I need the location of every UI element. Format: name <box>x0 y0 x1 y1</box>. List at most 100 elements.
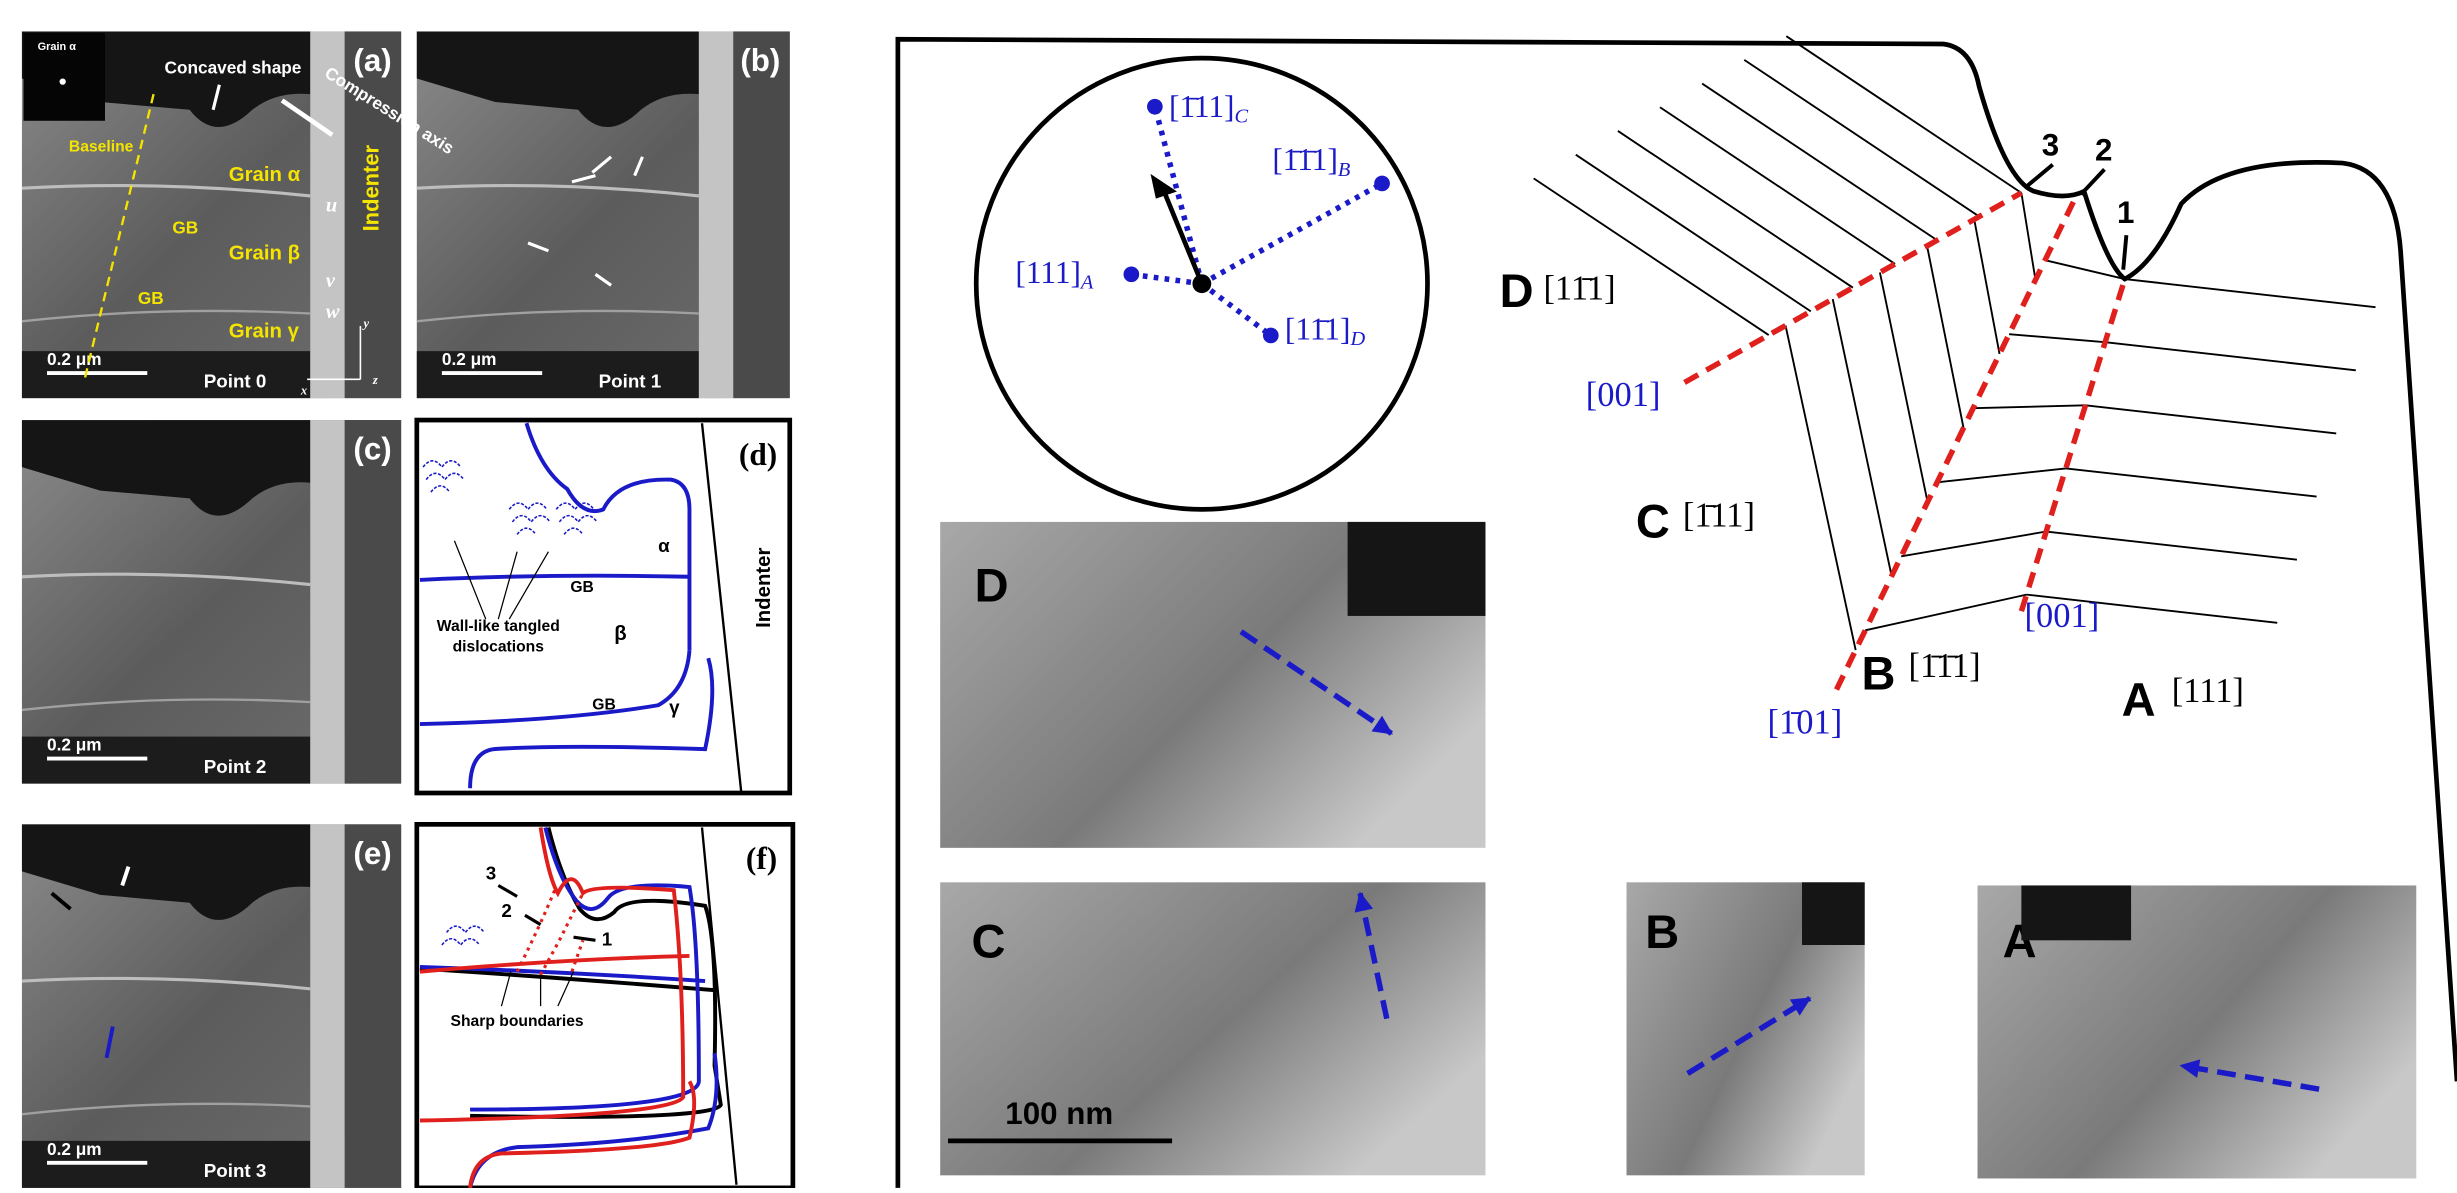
label: Point 2 <box>204 756 267 777</box>
shape <box>1152 176 1176 198</box>
label: Baseline <box>69 139 134 156</box>
label: B <box>1862 646 1896 699</box>
label: 3 <box>2042 128 2059 163</box>
label: D <box>975 559 1009 612</box>
line <box>1973 405 2085 408</box>
label: A <box>2122 673 2156 726</box>
line <box>1618 131 1853 288</box>
label: [1̄01] <box>1768 704 1843 742</box>
panel-box <box>417 420 790 793</box>
label: Indenter <box>753 548 775 628</box>
label: u <box>326 195 337 217</box>
line <box>1865 595 2026 631</box>
label: [1̄11] <box>1683 497 1755 535</box>
label: Grain γ <box>229 321 300 343</box>
vacuum <box>1802 882 1865 945</box>
label: v <box>326 270 336 292</box>
label: 3 <box>486 862 496 883</box>
label: Point 3 <box>204 1160 267 1181</box>
label: y <box>362 316 370 330</box>
subscript: A <box>1079 271 1094 293</box>
index: [11̄1] <box>1285 312 1351 347</box>
panel-box <box>417 824 793 1188</box>
line <box>1786 326 1856 651</box>
label: GB <box>172 217 198 237</box>
label: Concaved shape <box>165 58 302 78</box>
line <box>2066 468 2317 496</box>
label: 1 <box>2117 195 2134 230</box>
diffraction-spot <box>60 78 66 84</box>
line <box>1534 178 1769 335</box>
label: 1 <box>602 928 612 949</box>
pole <box>1263 328 1279 344</box>
figure: 0.2 μmPoint 0(a)0.2 μmPoint 1(b)0.2 μmPo… <box>0 0 2457 1188</box>
indenter-edge <box>699 31 733 398</box>
line <box>2021 193 2035 280</box>
index-label: [1̄1̄1]B <box>1272 142 1350 180</box>
label: Indenter <box>359 144 384 231</box>
index-label: [11̄1]D <box>1285 312 1366 350</box>
label: [1̄1̄1] <box>1909 647 1981 685</box>
index-label: [1̄11]C <box>1169 89 1249 127</box>
label: GB <box>138 288 164 308</box>
label: 2 <box>501 900 511 921</box>
pole <box>1147 99 1163 115</box>
boundary <box>2021 279 2124 611</box>
index: [1̄11] <box>1169 89 1235 124</box>
label: GB <box>570 579 593 596</box>
index-label: [111]A <box>1015 255 1094 293</box>
label: Grain β <box>229 242 300 264</box>
line <box>1744 60 1979 217</box>
label: w <box>326 301 340 323</box>
label: C <box>1636 494 1670 547</box>
index: [1̄1̄1] <box>1272 142 1338 177</box>
label: (e) <box>353 836 391 871</box>
label: 100 nm <box>1005 1096 1113 1131</box>
line <box>2009 334 2105 342</box>
label: 0.2 μm <box>47 1139 102 1159</box>
line <box>1833 299 1892 576</box>
vacuum <box>1348 522 1486 616</box>
label: Wall-like tangled <box>437 618 560 635</box>
label: D <box>1500 264 1534 317</box>
label: C <box>972 914 1006 967</box>
pole <box>1124 267 1140 283</box>
pole <box>1374 176 1390 192</box>
label: (a) <box>353 43 391 78</box>
line <box>2086 405 2337 433</box>
subscript: C <box>1235 105 1249 127</box>
shape <box>2025 165 2127 270</box>
line <box>2125 279 2376 307</box>
indenter <box>733 31 789 398</box>
center <box>1192 274 1211 293</box>
direction <box>1131 274 1202 283</box>
label: α <box>658 535 670 556</box>
label: (c) <box>353 432 391 467</box>
label: γ <box>669 696 680 717</box>
line <box>1702 84 1937 241</box>
line <box>1880 272 1928 502</box>
label: Grain α <box>38 41 77 53</box>
label: z <box>372 373 378 387</box>
indenter-edge <box>310 420 344 784</box>
line <box>1660 107 1895 264</box>
subscript: D <box>1349 328 1365 350</box>
vacuum <box>2021 885 2131 940</box>
label: 0.2 μm <box>47 735 102 755</box>
label: GB <box>592 696 615 713</box>
direction <box>1202 183 1382 283</box>
line <box>1927 246 1963 428</box>
label: 2 <box>2095 132 2112 167</box>
indenter <box>345 420 401 784</box>
micrograph <box>940 882 1485 1175</box>
label: [11̄1] <box>1543 269 1615 307</box>
subscript: B <box>1338 159 1350 181</box>
label: Point 1 <box>599 370 662 391</box>
line <box>1937 468 2066 482</box>
label: B <box>1645 905 1679 958</box>
label: β <box>614 623 626 645</box>
line <box>2046 532 2297 560</box>
direction <box>1202 284 1271 336</box>
label: (f) <box>746 841 777 876</box>
line <box>2105 342 2356 370</box>
